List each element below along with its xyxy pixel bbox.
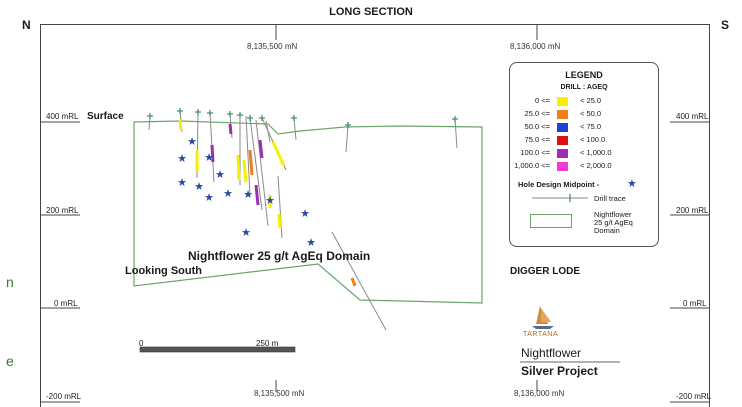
legend-drill-trace-icon (532, 194, 588, 202)
assay-intervals (178, 119, 357, 287)
northing-bottom-left: 8,135,500 mN (254, 389, 305, 398)
midpoint-star: ★ (300, 207, 310, 220)
rl-0-right: 0 mRL (683, 299, 707, 308)
drill-trace (277, 175, 283, 239)
legend-drill-trace-label: Drill trace (594, 194, 626, 203)
midpoint-star: ★ (177, 152, 187, 165)
midpoint-star: ★ (241, 226, 251, 239)
legend-row-low: 0 <= (534, 96, 550, 105)
northing-top-left: 8,135,500 mN (247, 42, 298, 51)
tartana-logo (532, 306, 554, 329)
drill-trace (345, 124, 349, 153)
section-title: LONG SECTION (329, 6, 413, 18)
assay-interval (258, 139, 264, 159)
legend-title: LEGEND (565, 70, 603, 80)
legend-row-high: < 100.0 (580, 135, 606, 144)
legend-row-low: 1,000.0 <= (514, 161, 550, 170)
project-name-line2: Silver Project (521, 364, 598, 378)
legend-domain-line2: 25 g/t AgEq (594, 218, 633, 227)
assay-interval (350, 277, 357, 287)
collar-markers (147, 108, 458, 128)
legend-star-icon: ★ (627, 177, 637, 190)
assay-interval (271, 141, 286, 167)
assay-interval (228, 123, 233, 135)
rl-400-right: 400 mRL (676, 112, 709, 121)
assay-interval (178, 119, 183, 131)
drill-trace (249, 117, 263, 211)
looking-direction-label: Looking South (125, 265, 202, 277)
legend-domain-label: Nightflower 25 g/t AgEq Domain (594, 211, 633, 235)
drill-trace (331, 231, 387, 331)
domain-label: Nightflower 25 g/t AgEq Domain (188, 249, 371, 263)
rl-200-left: 200 mRL (46, 206, 79, 215)
midpoint-star: ★ (306, 236, 316, 249)
midpoint-star: ★ (194, 180, 204, 193)
midpoint-star: ★ (204, 191, 214, 204)
legend-swatch (557, 149, 568, 158)
hole-design-midpoints: ★ ★ ★ ★ ★ ★ ★ ★ ★ ★ ★ ★ ★ (177, 135, 316, 249)
tartana-logo-text: TARTANA (523, 331, 559, 338)
south-compass-label: S (721, 18, 730, 32)
drill-trace (293, 117, 297, 141)
legend-swatch (557, 136, 568, 145)
legend-domain-line1: Nightflower (594, 210, 632, 219)
legend-swatch (557, 123, 568, 132)
scale-start-label: 0 (139, 339, 144, 348)
legend-row-low: 75.0 <= (524, 135, 550, 144)
rl-neg200-right: -200 mRL (676, 392, 712, 401)
assay-interval (242, 159, 248, 183)
legend-midpoint-label: Hole Design Midpoint - (518, 180, 600, 189)
project-name-line1: Nightflower (521, 346, 582, 360)
legend-domain-icon (530, 214, 572, 228)
rl-0-left: 0 mRL (54, 299, 78, 308)
legend-domain-line3: Domain (594, 226, 620, 235)
legend-row-low: 100.0 <= (520, 148, 550, 157)
legend-swatch (557, 97, 568, 106)
assay-interval (210, 144, 215, 163)
legend-row-high: < 25.0 (580, 96, 602, 105)
assay-interval (236, 154, 241, 181)
domain-outline (133, 120, 483, 304)
midpoint-star: ★ (243, 188, 253, 201)
midpoint-star: ★ (265, 194, 275, 207)
midpoint-star: ★ (177, 176, 187, 189)
north-compass-label: N (22, 18, 31, 32)
rl-200-right: 200 mRL (676, 206, 709, 215)
midpoint-star: ★ (215, 168, 225, 181)
drill-trace (245, 115, 251, 197)
drill-trace (255, 119, 269, 227)
legend-swatch (557, 162, 568, 171)
legend-row-low: 50.0 <= (524, 122, 550, 131)
scale-bar (139, 346, 296, 353)
assay-interval (254, 184, 260, 206)
legend-row-high: < 75.0 (580, 122, 602, 131)
midpoint-star: ★ (223, 187, 233, 200)
northing-bottom-right: 8,136,000 mN (514, 389, 565, 398)
legend-subtitle: DRILL : AGEQ (560, 84, 608, 91)
cut-off-text-a: n (6, 274, 14, 290)
legend-row-high: < 50.0 (580, 109, 602, 118)
legend-row-high: < 2,000.0 (580, 161, 612, 170)
legend-row-high: < 1,000.0 (580, 148, 612, 157)
legend-row-low: 25.0 <= (524, 109, 550, 118)
surface-label: Surface (87, 111, 124, 122)
legend-box: LEGEND DRILL : AGEQ 0 <= < 25.0 25.0 <= … (509, 62, 659, 247)
rl-400-left: 400 mRL (46, 112, 79, 121)
northing-top-right: 8,136,000 mN (510, 42, 561, 51)
assay-interval (248, 149, 254, 176)
drill-trace (265, 120, 271, 143)
legend-swatch (557, 110, 568, 119)
midpoint-star: ★ (204, 151, 214, 164)
scale-end-label: 250 m (256, 339, 279, 348)
assay-interval (277, 213, 282, 229)
midpoint-star: ★ (187, 135, 197, 148)
digger-lode-label: DIGGER LODE (510, 266, 581, 277)
rl-neg200-left: -200 mRL (46, 392, 82, 401)
drill-trace (454, 118, 458, 149)
cut-off-text-b: e (6, 353, 14, 369)
